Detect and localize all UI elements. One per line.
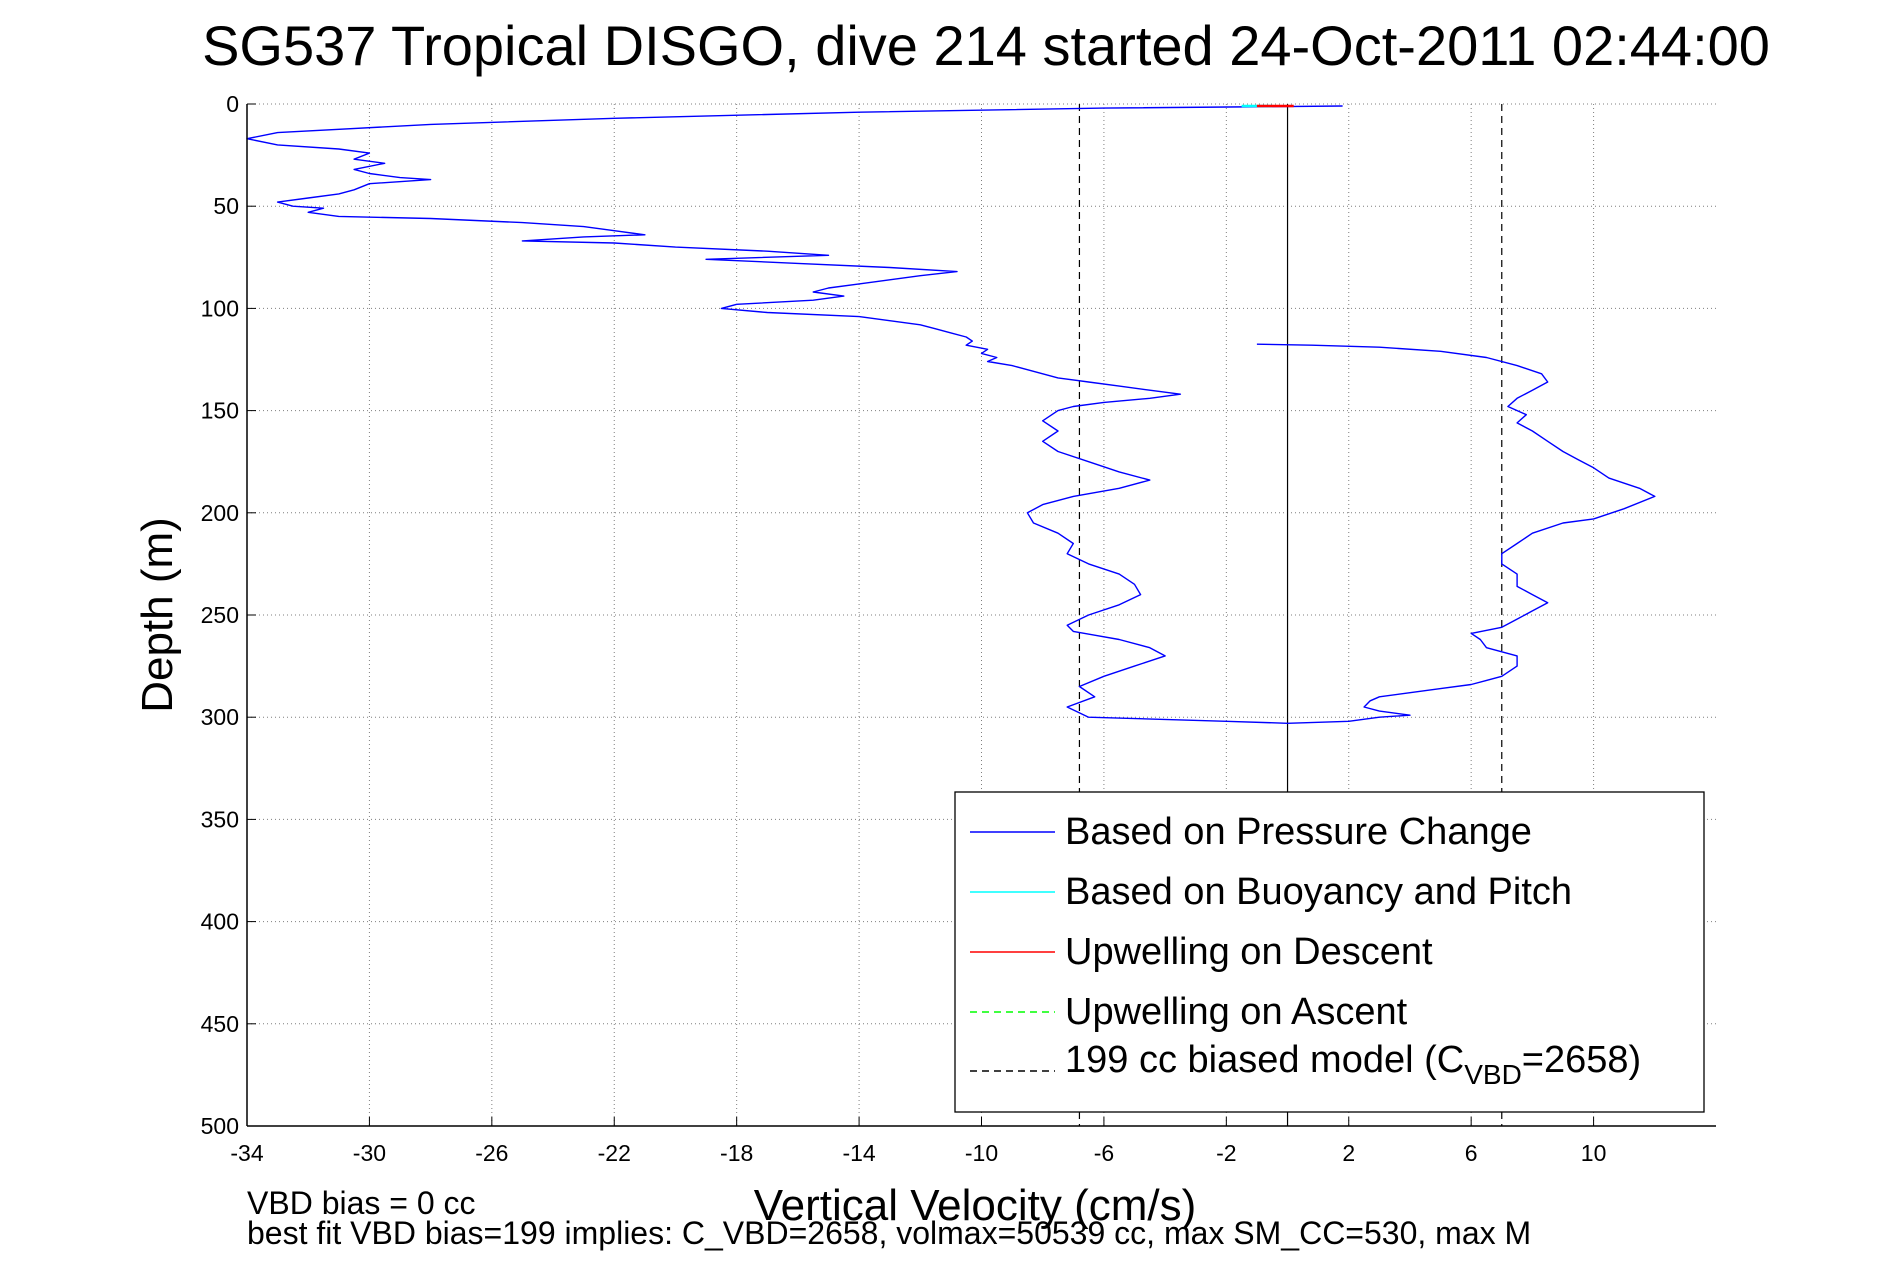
legend: Based on Pressure Change Based on Buoyanc…: [954, 791, 1705, 1113]
x-tick-label: -14: [842, 1140, 875, 1166]
x-tick-label: -18: [720, 1140, 753, 1166]
x-tick-label: -30: [353, 1140, 386, 1166]
legend-label-2: Upwelling on Descent: [1065, 931, 1433, 973]
x-tick-label: -34: [230, 1140, 263, 1166]
x-tick-label: -2: [1216, 1140, 1236, 1166]
annotation-vbd-bias: VBD bias = 0 cc: [247, 1185, 476, 1221]
x-tick-label: -26: [475, 1140, 508, 1166]
legend-label-0: Based on Pressure Change: [1065, 811, 1532, 853]
y-axis-label: Depth (m): [133, 517, 182, 713]
y-tick-label: 100: [201, 295, 239, 321]
x-tick-label: -10: [965, 1140, 998, 1166]
x-tick-label: 10: [1581, 1140, 1607, 1166]
y-tick-label: 350: [201, 806, 239, 832]
x-tick-labels: -34 -30 -26 -22 -18 -14 -10 -6 -2 2 6 10: [230, 1140, 1606, 1166]
y-tick-label: 400: [201, 909, 239, 935]
y-tick-label: 50: [213, 193, 239, 219]
y-tick-label: 200: [201, 500, 239, 526]
x-tick-label: -6: [1094, 1140, 1114, 1166]
x-tick-label: 2: [1342, 1140, 1355, 1166]
x-axis-label: Vertical Velocity (cm/s): [754, 1181, 1197, 1230]
y-tick-label: 0: [226, 91, 239, 117]
y-tick-labels: 0 50 100 150 200 250 300 350 400 450 500: [201, 91, 239, 1139]
legend-label-model: 199 cc biased model (CVBD=2658): [1065, 1039, 1641, 1090]
x-tick-label: -22: [598, 1140, 631, 1166]
legend-label-1: Based on Buoyancy and Pitch: [1065, 871, 1572, 913]
y-tick-label: 450: [201, 1011, 239, 1037]
y-tick-label: 250: [201, 602, 239, 628]
legend-label-3: Upwelling on Ascent: [1065, 991, 1408, 1033]
axes: [246, 103, 1716, 1127]
y-tick-label: 150: [201, 398, 239, 424]
y-tick-label: 300: [201, 704, 239, 730]
x-tick-label: 6: [1465, 1140, 1478, 1166]
legend-box: [954, 791, 1705, 1113]
series-lines: [246, 104, 1656, 724]
chart-title: SG537 Tropical DISGO, dive 214 started 2…: [202, 14, 1770, 77]
y-tick-label: 500: [201, 1113, 239, 1139]
series-line-0: [246, 105, 1656, 724]
annotation-best-fit: best fit VBD bias=199 implies: C_VBD=265…: [247, 1215, 1531, 1251]
